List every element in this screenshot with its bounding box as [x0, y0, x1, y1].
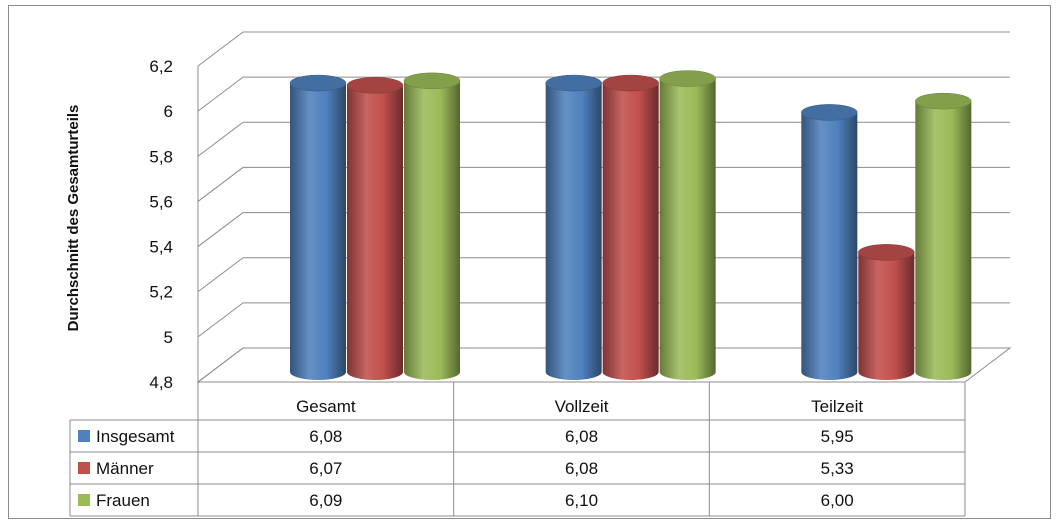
- data-label: 5,95: [821, 427, 854, 446]
- x-tick-label: Vollzeit: [555, 397, 609, 416]
- legend-label: Insgesamt: [96, 427, 175, 446]
- bar: [545, 74, 602, 380]
- data-label: 6,08: [565, 459, 598, 478]
- bar-top: [346, 77, 404, 94]
- bar: [659, 70, 716, 381]
- x-tick-label: Teilzeit: [811, 397, 863, 416]
- bar-body: [858, 252, 915, 380]
- gridline-diagonal: [197, 302, 244, 338]
- data-label: 6,00: [821, 491, 854, 510]
- y-tick-label: 4,8: [149, 373, 173, 392]
- bar-body: [290, 83, 346, 380]
- bar-body: [801, 112, 858, 380]
- bar-top: [403, 72, 461, 90]
- bar: [858, 244, 915, 380]
- data-label: 5,33: [821, 459, 854, 478]
- bar-top: [545, 74, 602, 92]
- y-axis-ticks: 4,8 5 5,2 5,4 5,6 5,8 6 6,2: [149, 57, 173, 392]
- gridline-diagonal: [197, 167, 244, 202]
- bar-body: [915, 101, 972, 381]
- bar: [602, 74, 659, 380]
- x-tick-label: Gesamt: [296, 397, 356, 416]
- y-tick-label: 5: [164, 328, 173, 347]
- gridline-diagonal: [197, 76, 244, 112]
- y-tick-label: 5,4: [149, 238, 173, 257]
- bar: [801, 104, 858, 380]
- bar-body: [659, 78, 716, 381]
- data-table: Gesamt Vollzeit Teilzeit Insgesamt 6,08 6,08 5…: [69, 382, 966, 517]
- data-label: 6,09: [309, 491, 342, 510]
- bar: [289, 74, 347, 380]
- bar-body: [347, 85, 403, 380]
- gridline-diagonal: [197, 257, 244, 293]
- legend-swatch: [78, 430, 90, 442]
- legend-swatch: [78, 494, 90, 506]
- bar-top: [915, 92, 972, 110]
- y-axis-label: Durchschnitt des Gesamturteils: [65, 105, 82, 332]
- data-label: 6,10: [565, 491, 598, 510]
- gridline-diagonal: [197, 347, 244, 383]
- bar-top: [801, 104, 858, 121]
- gridline-diagonal: [197, 31, 244, 67]
- y-tick-label: 5,6: [149, 192, 173, 211]
- gridline-diagonal: [197, 121, 244, 157]
- bar-body: [602, 83, 659, 380]
- bar-top: [659, 70, 716, 87]
- bar-body: [404, 80, 460, 380]
- bars: [289, 70, 972, 381]
- bar-body: [545, 83, 602, 380]
- data-label: 6,08: [565, 427, 598, 446]
- bar: [915, 92, 972, 381]
- y-tick-label: 5,2: [149, 283, 173, 302]
- y-tick-label: 6: [164, 102, 173, 121]
- data-label: 6,08: [309, 427, 342, 446]
- legend-label: Männer: [96, 459, 154, 478]
- bar-top: [858, 244, 915, 261]
- bar-top: [289, 74, 347, 92]
- bar: [346, 77, 404, 380]
- data-label: 6,07: [309, 459, 342, 478]
- y-tick-label: 5,8: [149, 147, 173, 166]
- y-tick-label: 6,2: [149, 57, 173, 76]
- bar-top: [602, 74, 659, 92]
- gridline-diagonal: [197, 212, 244, 247]
- bar: [403, 72, 461, 380]
- legend-swatch: [78, 462, 90, 474]
- legend-label: Frauen: [96, 491, 150, 510]
